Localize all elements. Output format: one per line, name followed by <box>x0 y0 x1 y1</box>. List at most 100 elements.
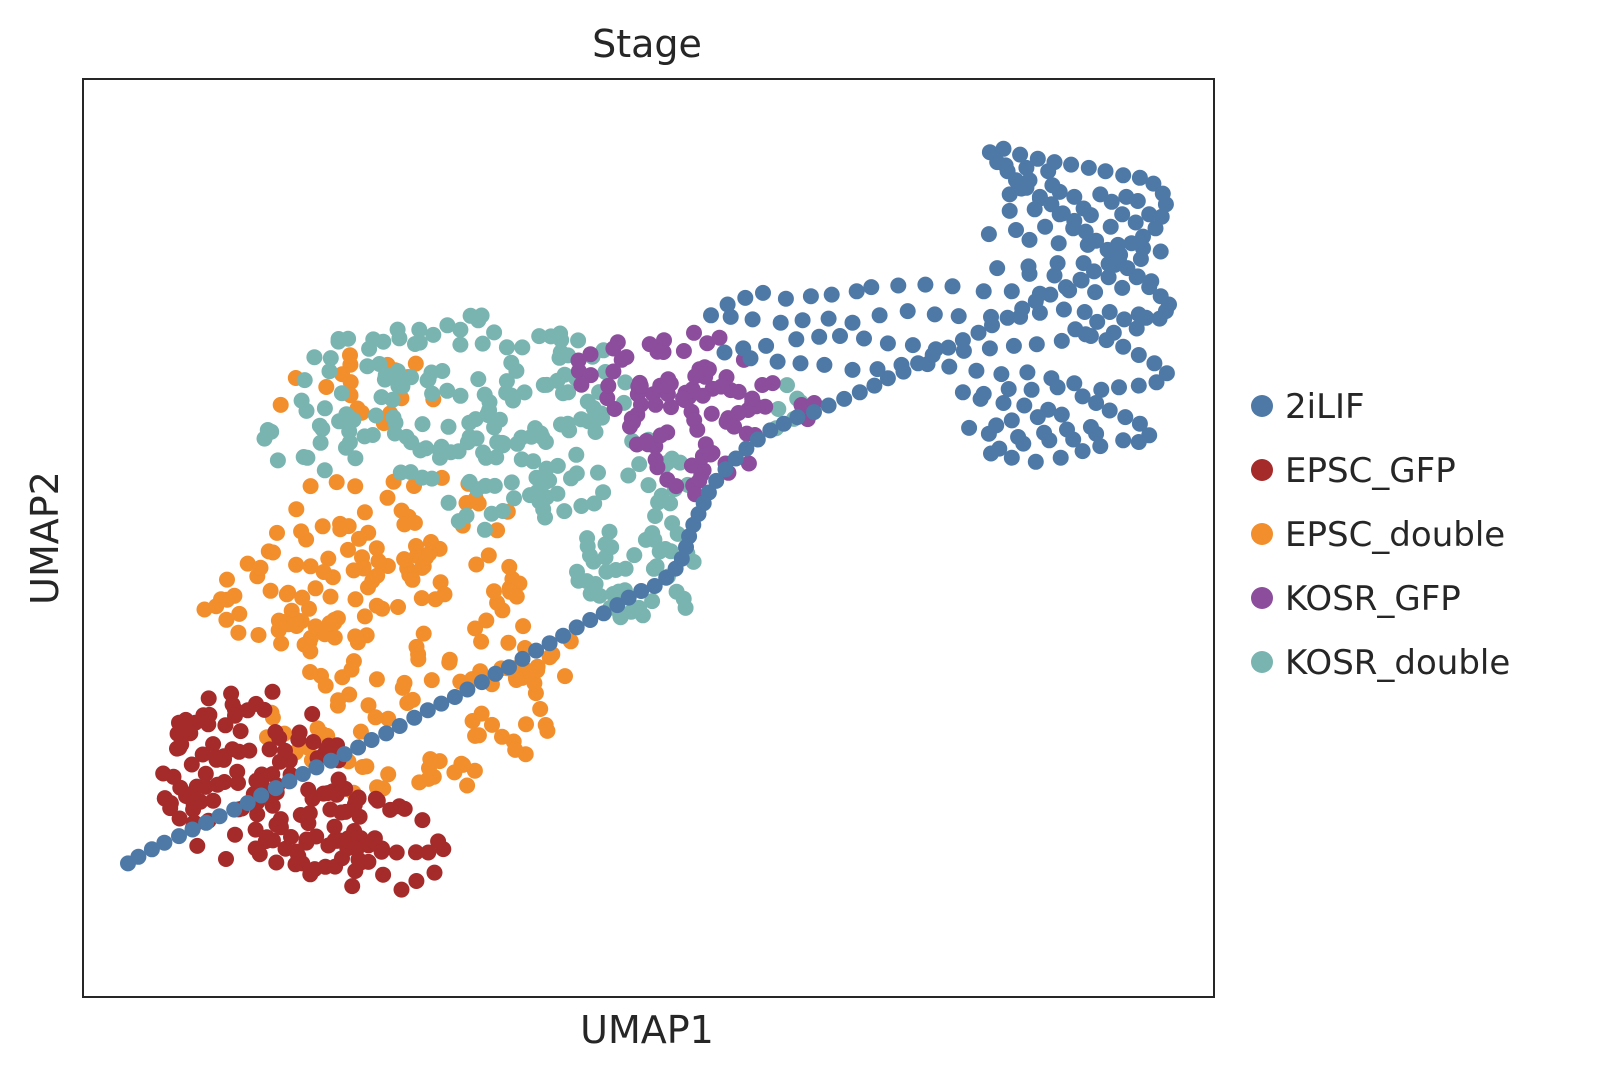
point-epsc-double <box>321 615 338 632</box>
point-kosr-double <box>476 521 493 538</box>
point-kosr-gfp <box>757 398 774 415</box>
point-kosr-double <box>538 376 555 393</box>
point-2ilif <box>1041 432 1058 449</box>
point-2ilif <box>143 841 160 858</box>
point-2ilif <box>1003 283 1020 300</box>
point-epsc-double <box>302 478 319 495</box>
point-kosr-double <box>459 434 476 451</box>
point-2ilif <box>1141 279 1158 296</box>
point-2ilif <box>378 725 395 742</box>
point-epsc-double <box>296 636 313 653</box>
point-kosr-double <box>573 498 590 514</box>
point-kosr-double <box>508 362 525 379</box>
point-kosr-double <box>620 467 637 484</box>
point-2ilif <box>983 445 999 462</box>
point-epsc-gfp <box>375 866 392 883</box>
point-2ilif <box>1102 218 1119 235</box>
point-kosr-double <box>474 335 491 352</box>
point-kosr-double <box>541 472 558 489</box>
point-epsc-double <box>351 530 367 547</box>
legend-item-epsc-gfp: EPSC_GFP <box>1251 451 1456 491</box>
point-2ilif <box>1138 309 1155 326</box>
legend-label: KOSR_double <box>1285 643 1510 683</box>
point-2ilif <box>156 834 173 851</box>
point-epsc-gfp <box>326 818 343 835</box>
point-2ilif <box>1086 263 1102 280</box>
point-kosr-gfp <box>605 340 622 357</box>
point-2ilif <box>1000 381 1017 397</box>
point-kosr-double <box>311 417 328 434</box>
point-epsc-double <box>415 625 432 642</box>
point-epsc-double <box>396 674 413 691</box>
point-2ilif <box>1055 301 1072 318</box>
point-kosr-double <box>549 485 566 502</box>
point-2ilif <box>226 801 243 818</box>
point-2ilif <box>1127 214 1144 231</box>
point-epsc-double <box>230 624 247 641</box>
point-epsc-double <box>368 540 385 557</box>
point-kosr-double <box>452 387 469 404</box>
point-kosr-double <box>770 401 787 417</box>
point-epsc-gfp <box>292 807 309 823</box>
point-2ilif <box>1028 336 1045 353</box>
point-epsc-double <box>219 591 236 608</box>
point-epsc-double <box>390 599 406 615</box>
point-kosr-double <box>425 326 442 343</box>
point-2ilif <box>1037 218 1054 235</box>
point-epsc-double <box>262 582 279 599</box>
point-epsc-gfp <box>230 775 246 791</box>
point-epsc-double <box>278 586 295 603</box>
point-kosr-gfp <box>570 352 587 369</box>
point-2ilif <box>267 780 284 797</box>
point-epsc-double <box>294 589 311 606</box>
point-kosr-gfp <box>647 396 664 413</box>
legend-marker <box>1251 395 1273 417</box>
point-2ilif <box>239 795 256 811</box>
point-epsc-gfp <box>173 736 190 753</box>
point-2ilif <box>742 350 759 367</box>
points-layer <box>120 140 1177 898</box>
point-2ilif <box>984 317 1000 334</box>
point-kosr-double <box>542 328 559 345</box>
point-epsc-double <box>393 502 410 519</box>
point-epsc-double <box>478 612 495 629</box>
point-2ilif <box>970 324 987 341</box>
point-epsc-double <box>370 553 387 569</box>
point-2ilif <box>1129 193 1146 209</box>
point-2ilif <box>899 303 916 320</box>
point-2ilif <box>772 314 789 331</box>
point-epsc-double <box>322 588 339 605</box>
point-kosr-double <box>423 470 440 487</box>
point-kosr-double <box>503 474 520 491</box>
point-epsc-gfp <box>227 826 243 843</box>
point-epsc-gfp <box>271 730 288 746</box>
point-kosr-double <box>321 363 338 380</box>
point-2ilif <box>863 279 880 296</box>
point-epsc-gfp <box>171 810 188 827</box>
point-epsc-gfp <box>197 778 214 795</box>
legend-label: EPSC_double <box>1285 515 1505 555</box>
point-2ilif <box>1131 169 1148 186</box>
point-kosr-double <box>298 402 315 419</box>
point-kosr-double <box>486 324 503 341</box>
point-epsc-double <box>508 588 525 605</box>
point-kosr-gfp <box>675 343 692 359</box>
point-epsc-gfp <box>290 731 307 748</box>
point-epsc-double <box>407 355 424 372</box>
point-2ilif <box>1023 381 1040 398</box>
point-epsc-double <box>380 710 397 727</box>
point-2ilif <box>419 702 436 719</box>
point-epsc-double <box>532 701 549 717</box>
point-2ilif <box>836 390 853 407</box>
point-2ilif <box>879 370 896 387</box>
point-epsc-double <box>273 635 290 652</box>
point-epsc-double <box>507 741 524 758</box>
point-kosr-double <box>364 427 381 443</box>
point-epsc-gfp <box>247 840 264 857</box>
point-kosr-gfp <box>599 390 616 407</box>
point-2ilif <box>832 328 848 344</box>
point-2ilif <box>762 422 779 439</box>
point-kosr-double <box>552 344 569 361</box>
point-epsc-gfp <box>258 829 275 846</box>
point-kosr-gfp <box>638 433 655 449</box>
